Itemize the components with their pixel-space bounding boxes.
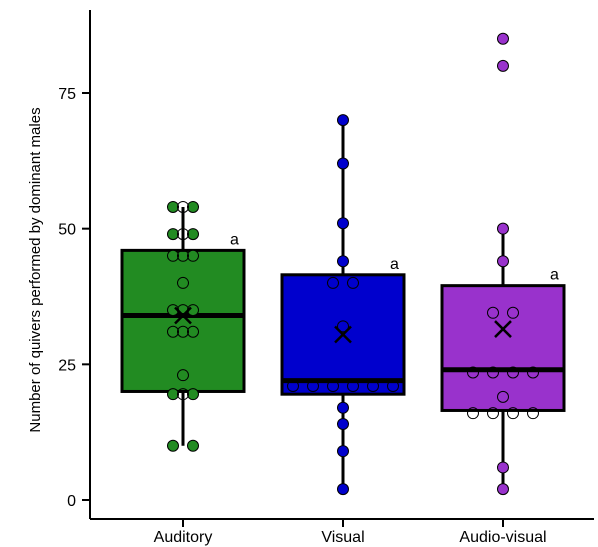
significance-letter: a xyxy=(230,231,239,248)
box xyxy=(120,248,246,393)
data-point xyxy=(337,445,349,458)
data-point xyxy=(497,59,509,72)
x-tick-label: Auditory xyxy=(154,529,213,546)
data-point-open xyxy=(487,407,499,420)
data-point-open xyxy=(287,380,299,393)
data-point-open xyxy=(337,320,349,333)
x-tick-label: Visual xyxy=(321,529,364,546)
y-axis-title: Number of quivers performed by dominant … xyxy=(27,107,44,432)
data-point xyxy=(337,401,349,414)
data-point xyxy=(167,325,179,338)
box-group: a xyxy=(440,32,566,496)
significance-letter: a xyxy=(550,267,559,284)
data-point-open xyxy=(327,380,339,393)
data-point-open xyxy=(527,407,539,420)
data-point xyxy=(337,217,349,230)
y-axis: 0 25 50 75 xyxy=(58,10,91,519)
data-point-open xyxy=(177,276,189,289)
data-point-open xyxy=(177,369,189,382)
data-point-open xyxy=(177,249,189,262)
data-point xyxy=(187,200,199,213)
data-point xyxy=(187,325,199,338)
data-point-open xyxy=(177,388,189,401)
data-point xyxy=(337,483,349,496)
data-point-open xyxy=(177,325,189,338)
y-tick-label: 0 xyxy=(67,493,76,510)
data-point-open xyxy=(327,276,339,289)
data-point xyxy=(337,114,349,127)
data-point xyxy=(497,483,509,496)
data-point-open xyxy=(177,200,189,213)
y-tick-label: 75 xyxy=(58,86,76,103)
data-point xyxy=(167,388,179,401)
box-group: a xyxy=(280,114,406,496)
data-point-open xyxy=(177,228,189,241)
data-point xyxy=(187,388,199,401)
plot-area: a a a xyxy=(120,32,566,496)
data-point xyxy=(187,439,199,452)
significance-letter: a xyxy=(390,256,399,273)
data-point-open xyxy=(347,380,359,393)
data-point xyxy=(497,461,509,474)
data-point xyxy=(337,157,349,170)
data-point xyxy=(187,249,199,262)
box-group: a xyxy=(120,200,246,452)
data-point-open xyxy=(507,306,519,319)
x-axis: Auditory Visual Audio-visual xyxy=(90,518,594,546)
data-point-open xyxy=(467,366,479,379)
mean-marker xyxy=(494,320,512,338)
x-tick-label: Audio-visual xyxy=(459,529,546,546)
data-point-open xyxy=(527,366,539,379)
mean-marker xyxy=(174,306,192,325)
data-point xyxy=(497,255,509,268)
data-point-open xyxy=(487,306,499,319)
data-point xyxy=(337,255,349,268)
box xyxy=(440,284,566,412)
y-tick-label: 50 xyxy=(58,222,76,239)
data-point xyxy=(167,228,179,241)
mean-marker xyxy=(334,325,352,344)
data-point-open xyxy=(467,407,479,420)
data-point-open xyxy=(507,407,519,420)
data-point xyxy=(187,228,199,241)
data-point-open xyxy=(367,380,379,393)
data-point xyxy=(497,222,509,235)
data-point-open xyxy=(387,380,399,393)
data-point-open xyxy=(307,380,319,393)
data-point-open xyxy=(507,366,519,379)
data-point-open xyxy=(487,366,499,379)
data-point-open xyxy=(497,390,509,403)
data-point xyxy=(337,418,349,431)
data-point xyxy=(167,200,179,213)
data-point xyxy=(497,32,509,45)
data-point-open xyxy=(347,276,359,289)
y-tick-label: 25 xyxy=(58,357,76,374)
data-point xyxy=(167,249,179,262)
data-point xyxy=(167,439,179,452)
